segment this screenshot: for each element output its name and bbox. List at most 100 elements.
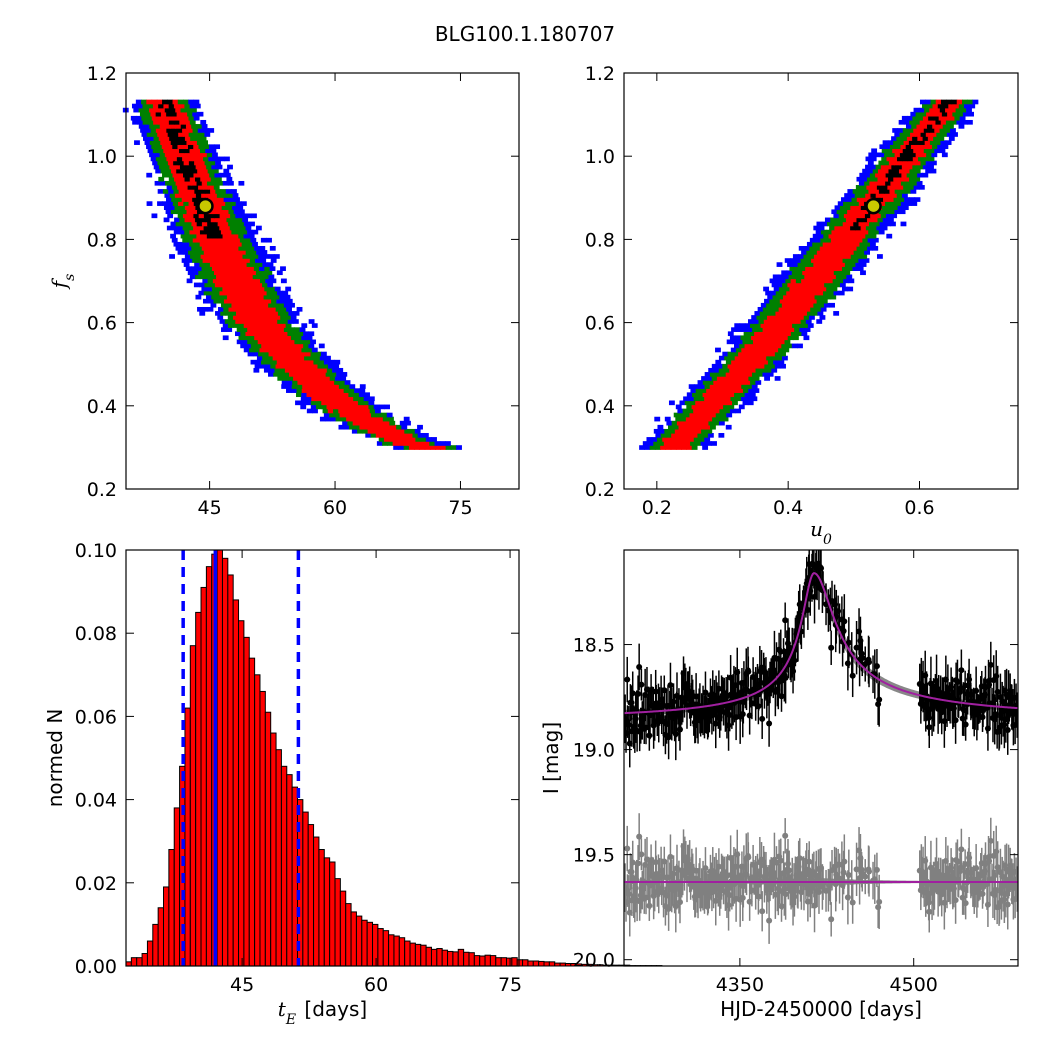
posterior-cell	[271, 359, 278, 365]
posterior-cell	[359, 408, 366, 414]
posterior-cell	[155, 140, 161, 145]
posterior-cell	[897, 148, 904, 154]
posterior-cell	[237, 294, 244, 300]
posterior-cell	[222, 193, 228, 198]
posterior-cell	[922, 115, 929, 121]
posterior-cell	[700, 412, 706, 418]
posterior-cell	[184, 148, 191, 154]
posterior-cell	[843, 241, 850, 247]
posterior-cell	[275, 306, 282, 312]
posterior-cell	[666, 420, 673, 426]
posterior-cell	[258, 254, 265, 259]
posterior-cell	[810, 286, 817, 292]
posterior-cell	[915, 160, 922, 166]
posterior-cell	[235, 319, 242, 324]
posterior-cell	[154, 180, 161, 186]
posterior-cell	[642, 441, 649, 446]
posterior-cell	[796, 290, 803, 296]
posterior-cell	[334, 359, 341, 365]
posterior-cell	[227, 286, 234, 292]
posterior-cell	[846, 246, 852, 251]
posterior-cell	[304, 355, 310, 361]
posterior-cell	[776, 343, 782, 349]
posterior-cell	[855, 185, 862, 190]
posterior-cell	[348, 388, 355, 393]
posterior-cell	[261, 250, 268, 255]
posterior-cell	[725, 424, 732, 430]
histogram-bar	[163, 886, 170, 967]
posterior-cell	[386, 412, 393, 418]
posterior-cell	[266, 331, 273, 337]
posterior-cell	[326, 404, 333, 410]
posterior-cell	[847, 189, 854, 194]
posterior-cell	[285, 286, 292, 292]
posterior-cell	[920, 111, 927, 117]
posterior-cell	[233, 315, 239, 320]
posterior-cell	[802, 270, 809, 276]
posterior-cell	[243, 286, 250, 292]
posterior-cell	[234, 197, 240, 202]
posterior-cell	[772, 315, 779, 320]
posterior-cell	[833, 290, 840, 296]
posterior-cell	[183, 132, 190, 137]
posterior-cell	[891, 156, 898, 162]
posterior-cell	[861, 185, 867, 190]
posterior-cell	[775, 290, 782, 296]
posterior-cell	[752, 339, 759, 345]
posterior-cell	[170, 209, 177, 215]
posterior-cell	[285, 323, 292, 328]
posterior-cell	[802, 262, 809, 267]
posterior-cell	[224, 270, 231, 276]
posterior-cell	[682, 420, 689, 426]
posterior-cell	[709, 372, 716, 377]
posterior-cell	[172, 144, 179, 150]
posterior-cell	[922, 103, 928, 109]
posterior-cell	[693, 396, 700, 402]
posterior-cell	[223, 197, 230, 202]
posterior-cell	[881, 225, 888, 231]
posterior-cell	[867, 168, 874, 174]
posterior-cell	[812, 270, 819, 276]
posterior-cell	[938, 136, 945, 141]
posterior-cell	[311, 323, 318, 328]
posterior-cell	[901, 136, 908, 141]
posterior-cell	[898, 168, 905, 174]
posterior-cell	[198, 213, 205, 219]
posterior-cell	[146, 99, 153, 105]
posterior-cell	[189, 148, 196, 154]
posterior-cell	[293, 376, 299, 381]
posterior-cell	[429, 441, 436, 446]
posterior-cell	[913, 185, 920, 190]
posterior-cell	[847, 286, 854, 292]
posterior-cell	[371, 412, 377, 418]
posterior-cell	[211, 205, 217, 211]
posterior-cell	[769, 363, 776, 369]
posterior-cell	[364, 424, 371, 430]
posterior-cell	[222, 335, 229, 341]
posterior-cell	[761, 335, 768, 341]
posterior-cell	[250, 237, 257, 243]
posterior-cell	[903, 176, 910, 182]
posterior-cell	[190, 164, 197, 170]
data-point	[629, 690, 636, 697]
posterior-cell	[699, 437, 705, 442]
posterior-cell	[729, 367, 736, 373]
posterior-cell	[326, 400, 333, 406]
posterior-cell	[187, 111, 193, 117]
posterior-cell	[235, 213, 242, 219]
posterior-cell	[164, 193, 171, 198]
posterior-cell	[249, 258, 256, 263]
posterior-cell	[153, 164, 160, 170]
y-tick-label: 18.5	[573, 635, 615, 657]
posterior-cell	[337, 396, 344, 402]
posterior-cell	[391, 433, 398, 438]
posterior-cell	[764, 351, 771, 357]
posterior-cell	[834, 225, 841, 231]
posterior-cell	[690, 428, 697, 434]
histogram-bar	[339, 890, 347, 967]
posterior-cell	[276, 343, 283, 349]
posterior-cell	[683, 437, 690, 442]
posterior-cell	[208, 298, 215, 304]
posterior-cell	[151, 213, 158, 219]
posterior-cell	[269, 347, 276, 353]
